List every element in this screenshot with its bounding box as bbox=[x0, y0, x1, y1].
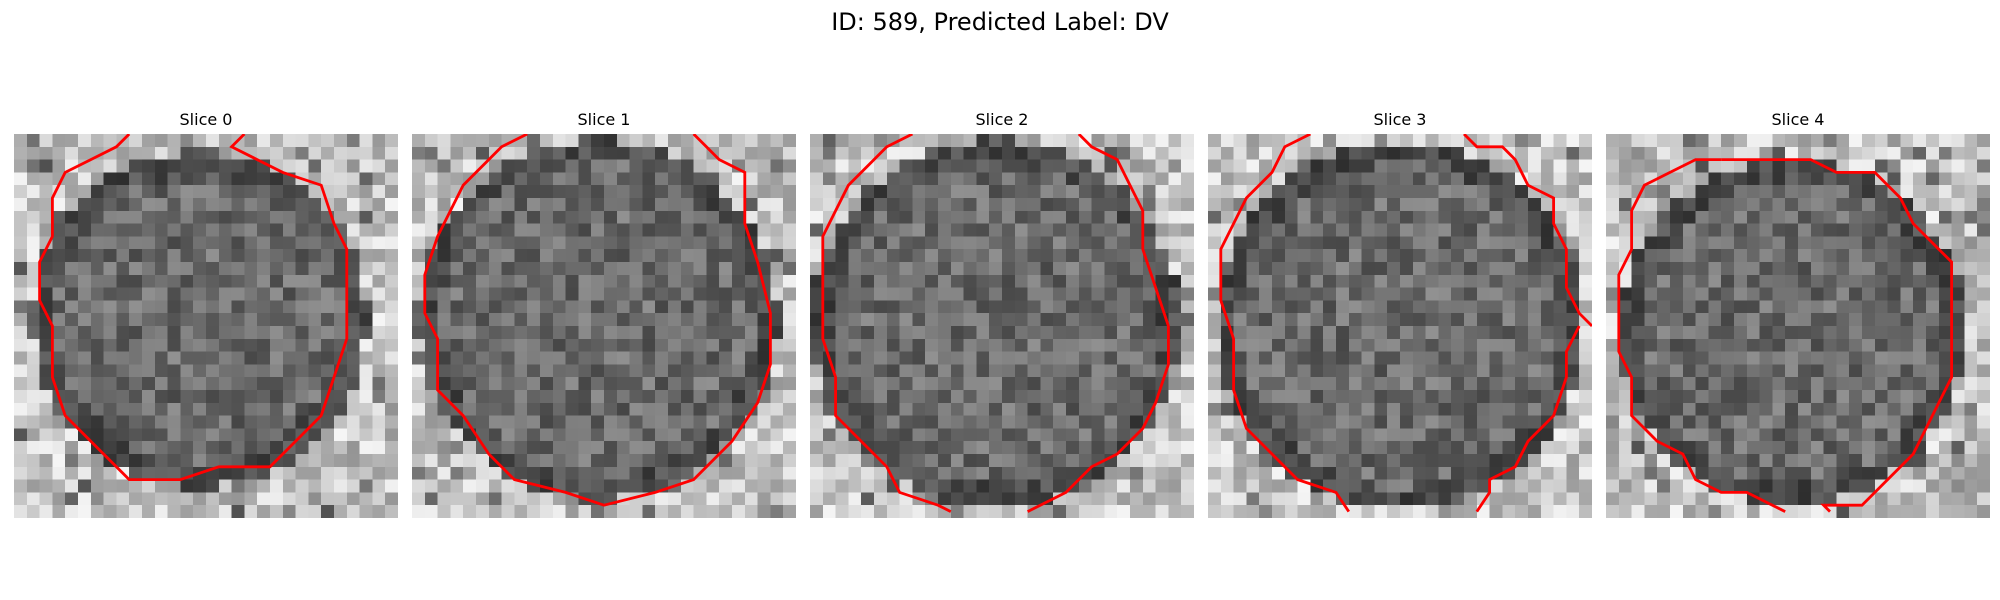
slice-title-4: Slice 4 bbox=[1771, 110, 1825, 129]
pixel-grid-1 bbox=[412, 134, 796, 518]
pixel-grid-0 bbox=[14, 134, 398, 518]
slice-image-1 bbox=[412, 134, 796, 518]
slice-image-0 bbox=[14, 134, 398, 518]
segmentation-contour-3 bbox=[1219, 134, 1350, 513]
segmentation-contour-1 bbox=[423, 134, 772, 507]
figure-title: ID: 589, Predicted Label: DV bbox=[831, 8, 1169, 36]
slice-image-4 bbox=[1606, 134, 1990, 518]
segmentation-contour-4 bbox=[1617, 158, 1786, 513]
slice-title-2: Slice 2 bbox=[975, 110, 1029, 129]
segmentation-contour-4b bbox=[1721, 158, 1954, 513]
segmentation-contour-2b bbox=[1026, 134, 1170, 513]
pixel-grid-2 bbox=[810, 134, 1194, 518]
segmentation-contour-0 bbox=[38, 134, 349, 482]
slice-image-2 bbox=[810, 134, 1194, 518]
pixel-grid-4 bbox=[1606, 134, 1990, 518]
slice-title-3: Slice 3 bbox=[1373, 110, 1427, 129]
slice-title-1: Slice 1 bbox=[577, 110, 631, 129]
slice-image-3 bbox=[1208, 134, 1592, 518]
segmentation-contour-2 bbox=[821, 134, 952, 513]
segmentation-contour-3c bbox=[1475, 325, 1581, 513]
segmentation-contour-3b bbox=[1463, 134, 1592, 327]
pixel-grid-3 bbox=[1208, 134, 1592, 518]
slice-title-0: Slice 0 bbox=[179, 110, 233, 129]
